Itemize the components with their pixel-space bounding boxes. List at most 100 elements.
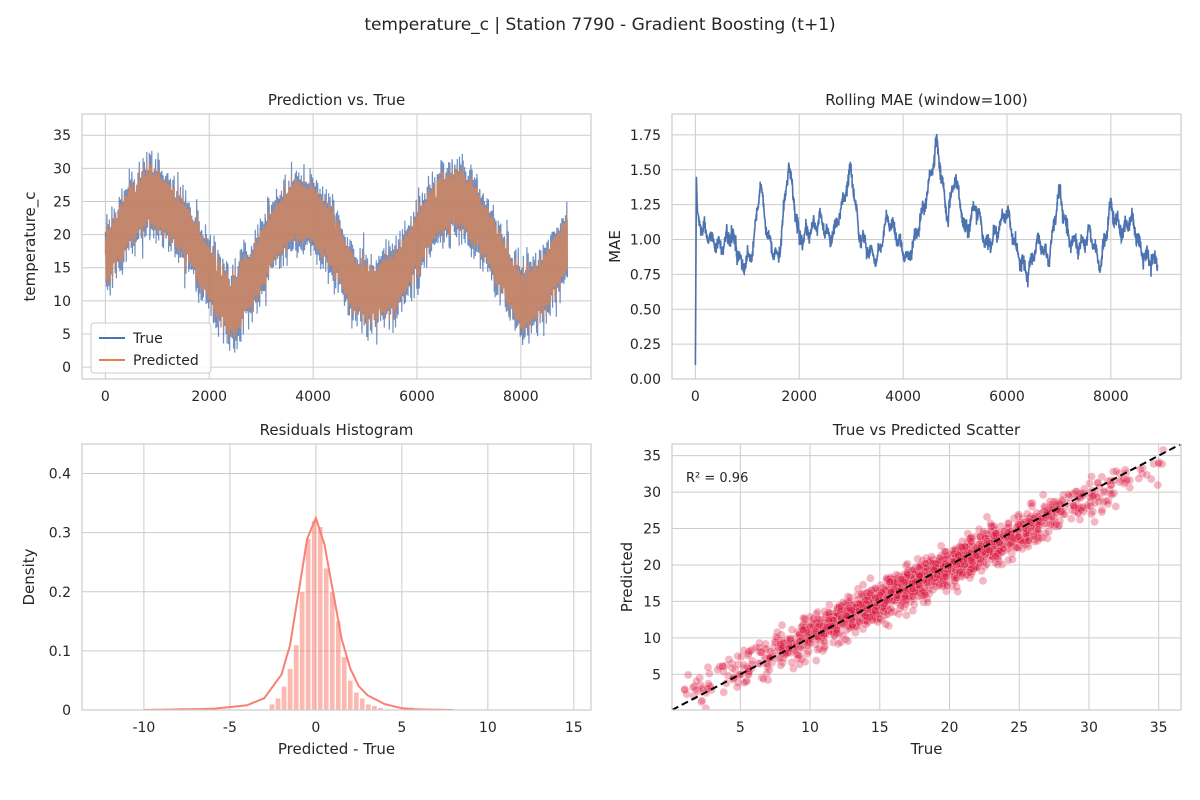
scatter-point — [954, 569, 964, 578]
scatter-point — [1095, 493, 1104, 502]
scatter-point — [694, 687, 703, 696]
scatter-point — [834, 601, 844, 611]
scatter-point — [903, 570, 912, 579]
scatter-point — [858, 592, 868, 601]
scatter-point — [1015, 536, 1025, 546]
scatter-point — [1109, 467, 1118, 476]
scatter-point — [1097, 472, 1107, 482]
scatter-point — [1027, 521, 1036, 530]
scatter-point — [922, 594, 932, 604]
scatter-point — [873, 604, 882, 613]
scatter-point — [925, 584, 934, 594]
scatter-point — [929, 559, 938, 568]
scatter-point — [862, 599, 871, 609]
scatter-point — [898, 577, 907, 586]
scatter-point — [975, 532, 985, 541]
histogram-bar — [341, 656, 348, 710]
scatter-point — [972, 553, 982, 562]
scatter-point — [818, 618, 828, 628]
scatter-point — [952, 574, 961, 583]
scatter-point — [893, 598, 903, 607]
scatter-point — [824, 618, 834, 627]
scatter-point — [813, 634, 823, 643]
scatter-point — [1142, 470, 1152, 480]
scatter-point — [896, 596, 905, 605]
scatter-point — [778, 642, 787, 651]
figure-title: temperature_c | Station 7790 - Gradient … — [364, 15, 835, 35]
scatter-point — [827, 616, 837, 626]
scatter-point — [949, 576, 959, 586]
scatter-point — [1083, 501, 1093, 510]
plot-area — [694, 133, 1159, 366]
scatter-point — [1009, 535, 1018, 545]
scatter-point — [910, 588, 919, 598]
scatter-point — [906, 586, 916, 596]
scatter-point — [966, 556, 976, 565]
scatter-point — [1005, 537, 1015, 547]
scatter-point — [765, 665, 774, 675]
scatter-point — [815, 620, 824, 630]
scatter-point — [761, 639, 770, 649]
y-tick-label: 1.00 — [630, 233, 661, 249]
scatter-point — [876, 590, 885, 599]
scatter-point — [880, 607, 890, 617]
scatter-point — [879, 607, 888, 616]
scatter-point — [858, 580, 868, 590]
x-tick-label: 2000 — [781, 389, 817, 405]
scatter-point — [913, 554, 922, 564]
scatter-point — [965, 557, 974, 566]
scatter-point — [1094, 497, 1104, 507]
scatter-point — [822, 620, 831, 630]
scatter-point — [883, 610, 892, 619]
scatter-point — [830, 624, 840, 634]
scatter-point — [832, 605, 842, 614]
scatter-point — [1022, 525, 1031, 535]
scatter-point — [718, 662, 727, 671]
scatter-point — [998, 544, 1008, 554]
scatter-point — [938, 580, 947, 589]
scatter-point — [821, 619, 831, 629]
scatter-point — [953, 550, 962, 559]
scatter-point — [932, 577, 941, 587]
scatter-point — [809, 628, 819, 638]
scatter-point — [955, 542, 965, 551]
scatter-point — [927, 565, 936, 574]
scatter-point — [902, 585, 912, 594]
scatter-point — [881, 585, 890, 595]
scatter-point — [976, 558, 985, 568]
scatter-point — [890, 582, 899, 591]
y-axis-label: MAE — [606, 230, 624, 263]
scatter-point — [914, 562, 924, 571]
scatter-point — [960, 541, 970, 551]
y-tick-label: 0.25 — [630, 337, 661, 353]
scatter-point — [963, 562, 972, 572]
scatter-point — [1000, 539, 1010, 548]
scatter-point — [1022, 540, 1032, 549]
scatter-point — [993, 528, 1003, 537]
scatter-point — [900, 603, 909, 612]
scatter-point — [1038, 490, 1048, 500]
scatter-point — [836, 607, 845, 616]
scatter-point — [930, 562, 939, 571]
scatter-point — [1036, 533, 1046, 543]
scatter-point — [958, 543, 967, 552]
scatter-point — [778, 639, 788, 648]
scatter-point — [848, 621, 857, 630]
scatter-point — [997, 548, 1006, 557]
scatter-point — [991, 551, 1001, 561]
scatter-point — [876, 591, 886, 600]
scatter-point — [1058, 510, 1068, 519]
scatter-point — [942, 569, 951, 579]
scatter-point — [929, 560, 939, 570]
scatter-point — [803, 641, 812, 650]
scatter-point — [870, 584, 879, 594]
axes-frame — [81, 443, 592, 711]
scatter-point — [865, 590, 875, 600]
axes-frame — [81, 113, 592, 380]
scatter-point — [874, 591, 884, 601]
scatter-point — [1007, 538, 1016, 548]
scatter-point — [943, 568, 952, 577]
scatter-point — [801, 627, 810, 637]
scatter-point — [968, 552, 978, 562]
scatter-point — [868, 593, 877, 602]
